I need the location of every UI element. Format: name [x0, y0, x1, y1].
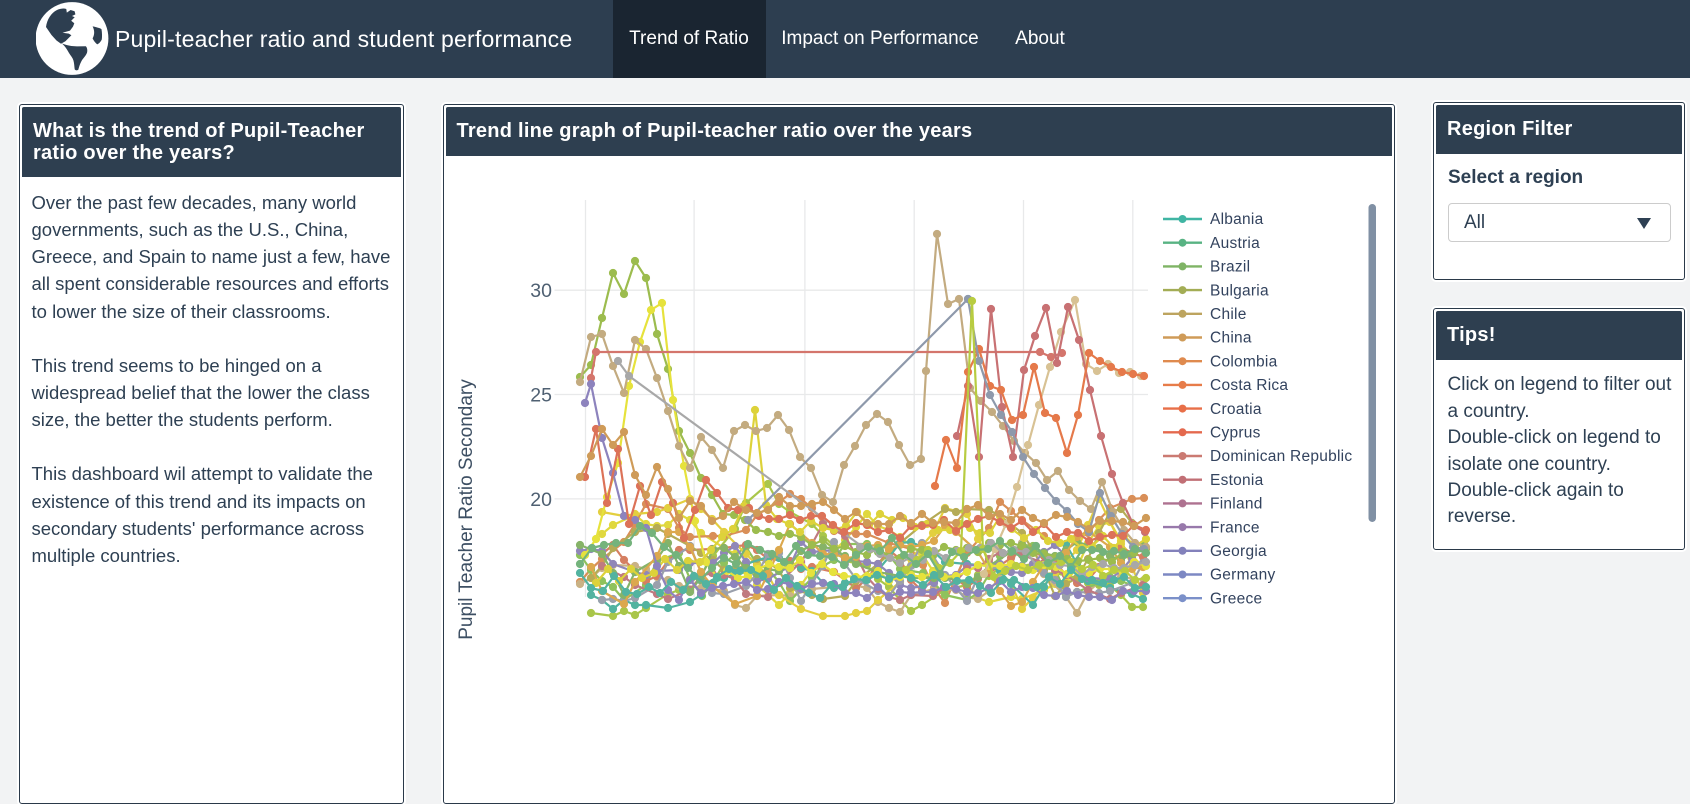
svg-text:Estonia: Estonia — [1210, 471, 1264, 488]
svg-text:China: China — [1210, 329, 1252, 346]
svg-text:25: 25 — [530, 384, 552, 406]
svg-text:Greece: Greece — [1210, 590, 1262, 607]
svg-text:20: 20 — [530, 488, 552, 510]
svg-text:Germany: Germany — [1210, 566, 1276, 583]
svg-text:Costa Rica: Costa Rica — [1210, 377, 1288, 394]
svg-text:Albania: Albania — [1210, 211, 1264, 228]
svg-text:Finland: Finland — [1210, 495, 1263, 512]
svg-text:Bulgaria: Bulgaria — [1210, 282, 1269, 299]
svg-text:Croatia: Croatia — [1210, 400, 1262, 417]
svg-text:Chile: Chile — [1210, 306, 1247, 323]
svg-text:Pupil Teacher Ratio Secondary: Pupil Teacher Ratio Secondary — [456, 378, 477, 639]
svg-text:Austria: Austria — [1210, 234, 1260, 251]
svg-text:Colombia: Colombia — [1210, 353, 1278, 370]
svg-text:30: 30 — [530, 280, 552, 302]
svg-text:Dominican Republic: Dominican Republic — [1210, 448, 1352, 465]
svg-text:Brazil: Brazil — [1210, 258, 1250, 275]
svg-text:Georgia: Georgia — [1210, 543, 1267, 560]
svg-text:France: France — [1210, 519, 1260, 536]
svg-text:Cyprus: Cyprus — [1210, 424, 1261, 441]
